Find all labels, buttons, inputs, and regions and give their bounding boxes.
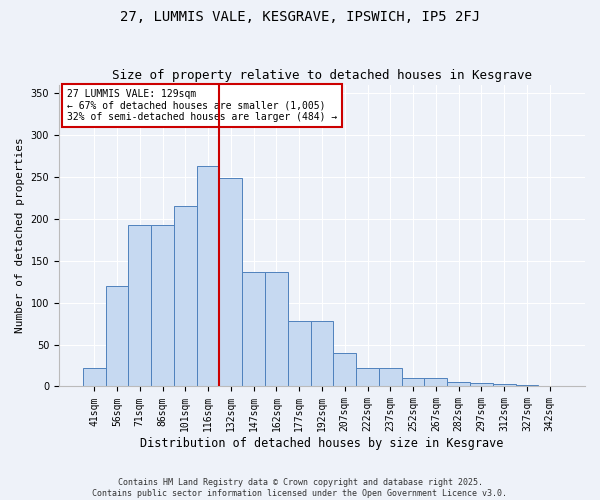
- Bar: [311, 321, 334, 386]
- Bar: [265, 272, 288, 386]
- Text: Contains HM Land Registry data © Crown copyright and database right 2025.
Contai: Contains HM Land Registry data © Crown c…: [92, 478, 508, 498]
- Bar: [106, 286, 128, 386]
- Bar: [197, 166, 220, 386]
- Bar: [515, 385, 538, 386]
- Bar: [493, 384, 515, 386]
- Text: 27, LUMMIS VALE, KESGRAVE, IPSWICH, IP5 2FJ: 27, LUMMIS VALE, KESGRAVE, IPSWICH, IP5 …: [120, 10, 480, 24]
- Bar: [401, 378, 424, 386]
- Bar: [356, 368, 379, 386]
- Bar: [174, 206, 197, 386]
- Bar: [334, 353, 356, 386]
- Bar: [424, 378, 447, 386]
- Bar: [379, 368, 401, 386]
- Bar: [447, 382, 470, 386]
- Bar: [83, 368, 106, 386]
- Text: 27 LUMMIS VALE: 129sqm
← 67% of detached houses are smaller (1,005)
32% of semi-: 27 LUMMIS VALE: 129sqm ← 67% of detached…: [67, 89, 337, 122]
- Bar: [242, 272, 265, 386]
- X-axis label: Distribution of detached houses by size in Kesgrave: Distribution of detached houses by size …: [140, 437, 503, 450]
- Title: Size of property relative to detached houses in Kesgrave: Size of property relative to detached ho…: [112, 69, 532, 82]
- Y-axis label: Number of detached properties: Number of detached properties: [15, 138, 25, 334]
- Bar: [288, 321, 311, 386]
- Bar: [470, 383, 493, 386]
- Bar: [151, 224, 174, 386]
- Bar: [220, 178, 242, 386]
- Bar: [128, 226, 151, 386]
